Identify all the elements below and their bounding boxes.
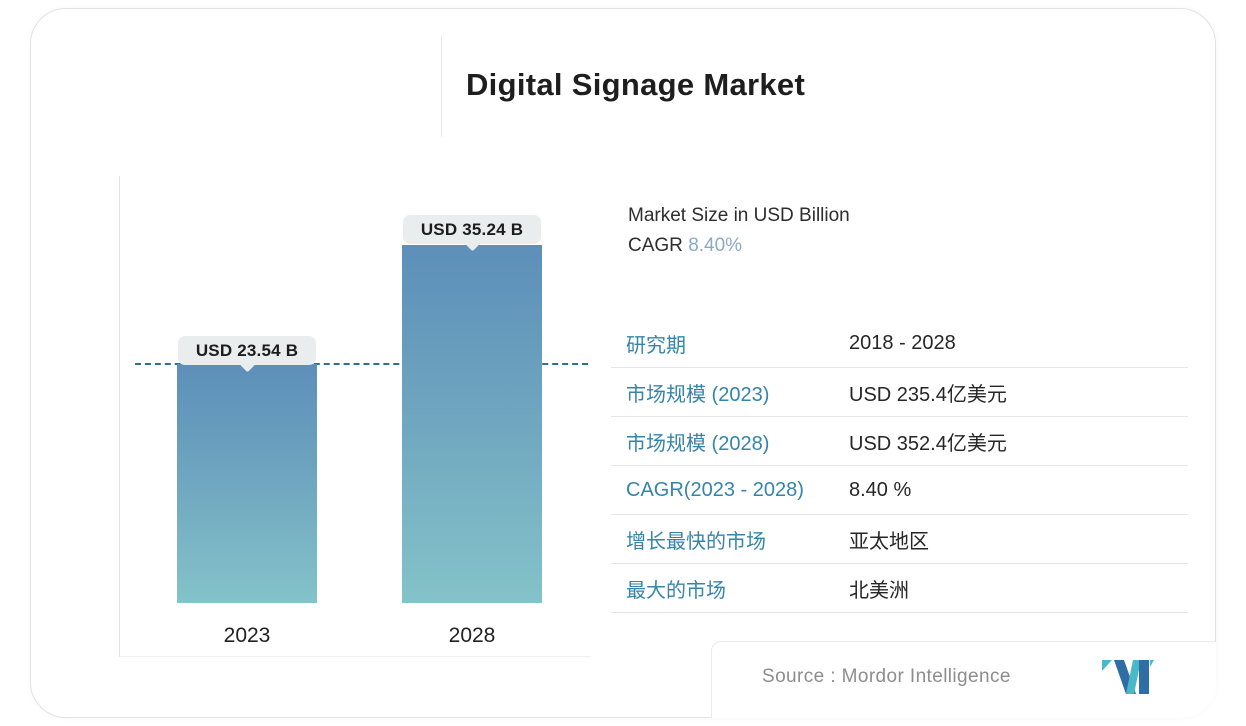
table-row: 市场规模 (2028) USD 352.4亿美元 — [611, 417, 1188, 466]
report-card: Digital Signage Market USD 23.54 B USD 3… — [30, 8, 1216, 718]
row-value: USD 235.4亿美元 — [849, 383, 1007, 406]
row-value: 8.40 % — [849, 478, 912, 501]
bar-value-tooltip-2023: USD 23.54 B — [178, 336, 316, 365]
bar-2028 — [402, 245, 542, 603]
source-box: Source : Mordor Intelligence — [711, 641, 1216, 718]
row-label: 增长最快的市场 — [626, 530, 766, 553]
facts-table: 研究期 2018 - 2028 市场规模 (2023) USD 235.4亿美元… — [611, 319, 1188, 613]
table-row: 研究期 2018 - 2028 — [611, 319, 1188, 368]
source-text: Source : Mordor Intelligence — [762, 666, 1011, 687]
cagr-label: CAGR — [628, 235, 683, 256]
table-row: CAGR(2023 - 2028) 8.40 % — [611, 466, 1188, 515]
row-value: 2018 - 2028 — [849, 331, 956, 354]
row-label: 市场规模 (2023) — [626, 383, 770, 406]
page-title: Digital Signage Market — [466, 67, 806, 102]
title-divider — [441, 35, 442, 137]
row-value: 北美洲 — [849, 579, 909, 602]
row-label: 市场规模 (2028) — [626, 432, 770, 455]
table-row: 市场规模 (2023) USD 235.4亿美元 — [611, 368, 1188, 417]
x-axis-label-2028: 2028 — [448, 624, 496, 647]
row-label: CAGR(2023 - 2028) — [626, 478, 804, 501]
mordor-intelligence-logo-icon — [1102, 660, 1154, 694]
cagr-line: CAGR 8.40% — [628, 231, 850, 261]
cagr-value: 8.40% — [688, 235, 743, 256]
bar-value-label: USD 35.24 B — [420, 219, 524, 239]
bar-value-label: USD 23.54 B — [195, 340, 299, 360]
row-label: 最大的市场 — [626, 579, 726, 602]
row-value: USD 352.4亿美元 — [849, 432, 1007, 455]
reference-dashline — [135, 363, 588, 365]
table-row: 增长最快的市场 亚太地区 — [611, 515, 1188, 564]
bar-chart: USD 23.54 B USD 35.24 B 2023 2028 — [119, 176, 591, 657]
table-row: 最大的市场 北美洲 — [611, 564, 1188, 613]
row-label: 研究期 — [626, 334, 686, 357]
market-info: Market Size in USD Billion CAGR 8.40% — [628, 201, 850, 261]
row-value: 亚太地区 — [849, 530, 929, 553]
bar-2023 — [177, 364, 317, 603]
bar-value-tooltip-2028: USD 35.24 B — [403, 215, 541, 244]
market-size-label: Market Size in USD Billion — [628, 205, 850, 226]
x-axis-label-2023: 2023 — [223, 624, 271, 647]
